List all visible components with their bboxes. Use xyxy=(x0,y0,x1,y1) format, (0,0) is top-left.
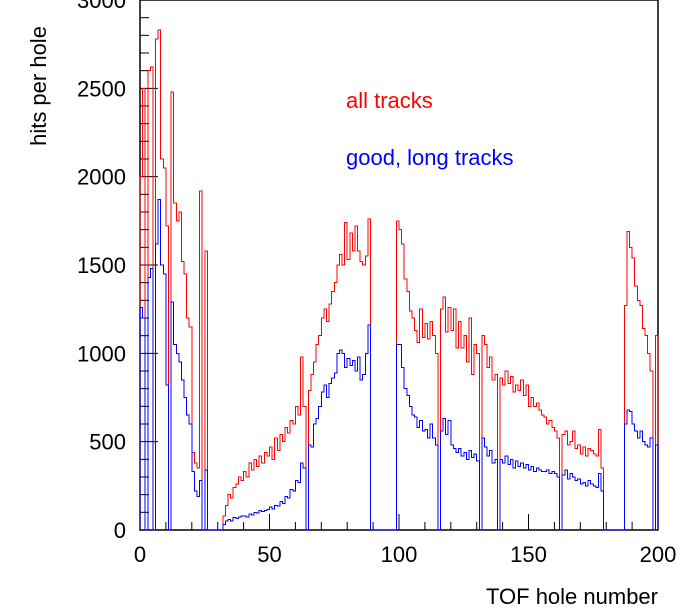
y-tick-label: 500 xyxy=(89,430,126,455)
series-good-long-tracks-line xyxy=(139,199,659,531)
y-tick-label: 1500 xyxy=(77,253,126,278)
x-tick-label: 200 xyxy=(640,542,677,567)
legend-entry-good-long-tracks: good, long tracks xyxy=(346,145,514,170)
x-tick-label: 50 xyxy=(257,542,281,567)
y-tick-label: 2000 xyxy=(77,165,126,190)
x-tick-label: 150 xyxy=(510,542,547,567)
series-all-tracks-line xyxy=(139,29,659,531)
y-tick-label: 2500 xyxy=(77,76,126,101)
y-tick-label: 3000 xyxy=(77,0,126,13)
y-tick-label: 1000 xyxy=(77,341,126,366)
x-tick-label: 100 xyxy=(381,542,418,567)
y-axis-title: hits per hole xyxy=(26,26,51,146)
y-tick-label: 0 xyxy=(114,518,126,543)
y-axis: 0 500 1000 1500 2000 2500 3000 xyxy=(77,0,158,543)
x-tick-label: 0 xyxy=(134,542,146,567)
x-axis-title: TOF hole number xyxy=(486,584,658,609)
legend-entry-all-tracks: all tracks xyxy=(346,88,433,113)
histogram-series xyxy=(139,29,659,531)
x-axis: 0 50 100 150 200 xyxy=(134,514,676,567)
